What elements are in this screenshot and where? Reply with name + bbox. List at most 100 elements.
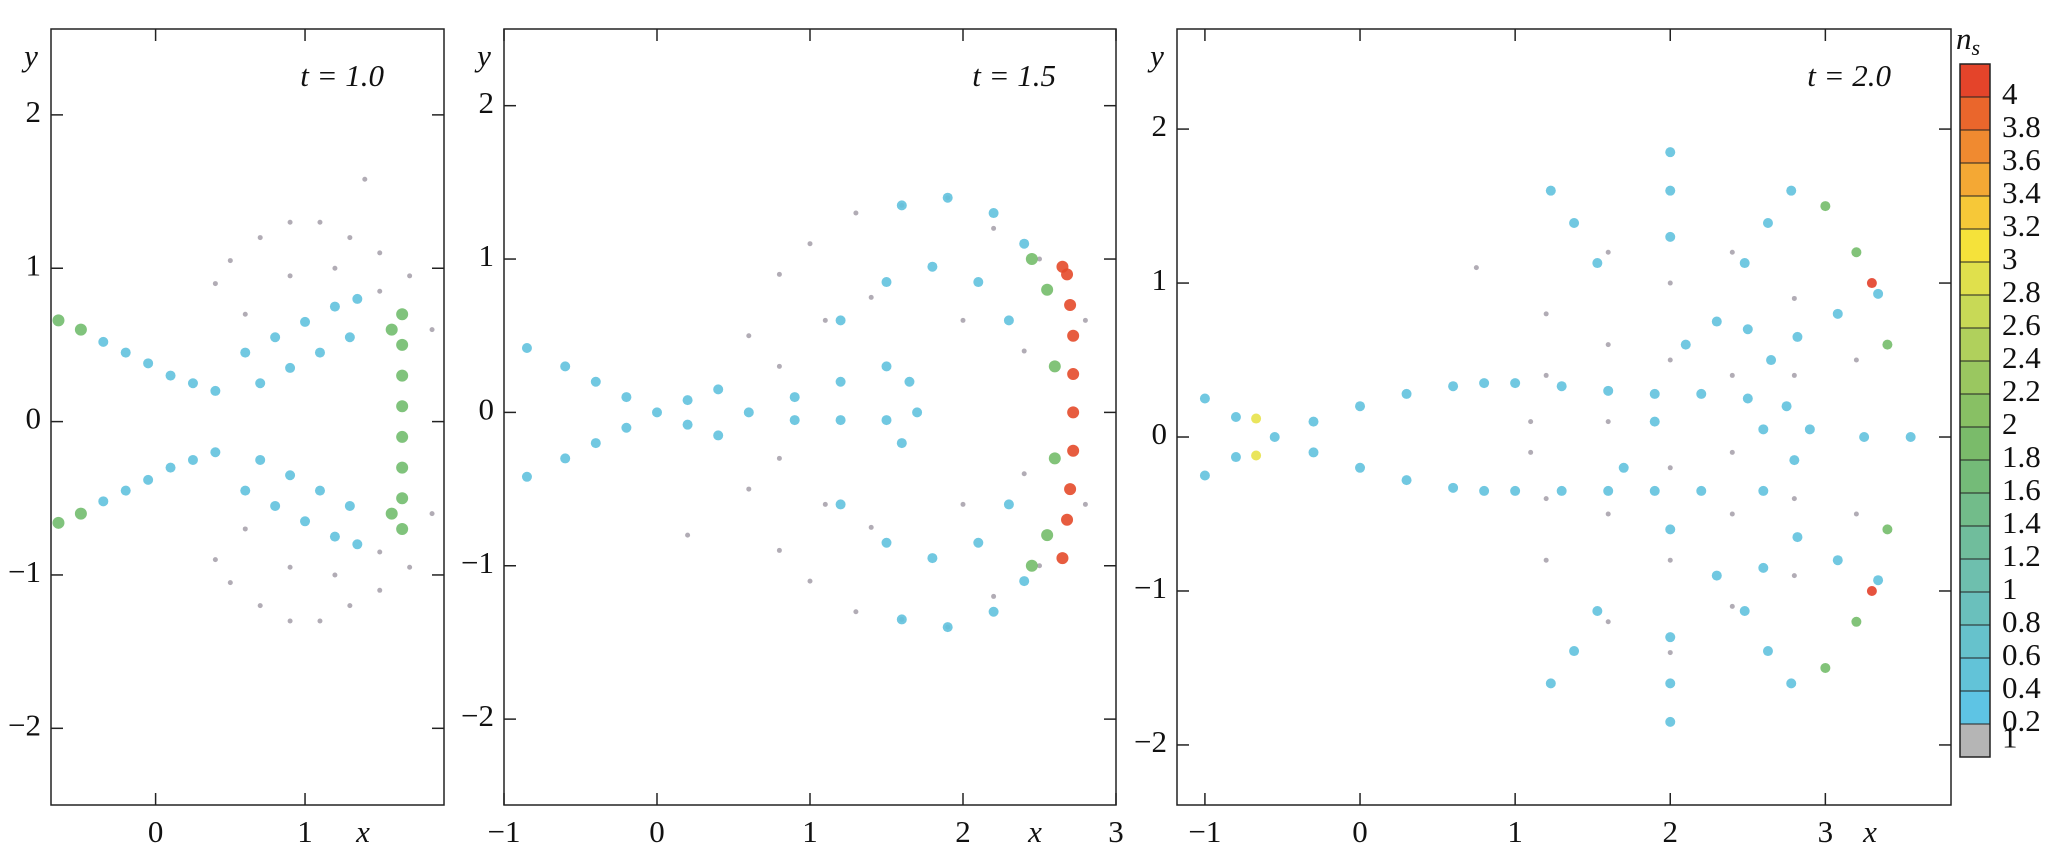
point	[52, 516, 65, 529]
point	[835, 499, 846, 510]
point	[1199, 470, 1210, 481]
point	[1019, 238, 1030, 249]
point	[212, 557, 218, 563]
point	[1729, 449, 1735, 455]
point	[621, 422, 632, 433]
point	[1025, 559, 1038, 572]
point	[329, 301, 340, 312]
point	[743, 407, 754, 418]
point	[1853, 511, 1859, 517]
colorbar-swatch	[1959, 294, 1991, 329]
x-tick-label: 1	[1507, 814, 1523, 849]
point	[1667, 650, 1673, 656]
point	[1866, 585, 1877, 596]
colorbar-swatch	[1959, 393, 1991, 428]
point	[1067, 406, 1080, 419]
point	[960, 317, 966, 323]
point	[1251, 413, 1262, 424]
point	[1680, 339, 1691, 350]
point	[881, 537, 892, 548]
point	[1605, 619, 1611, 625]
point	[685, 532, 691, 538]
point	[881, 415, 892, 426]
point	[1061, 513, 1074, 526]
x-tick-label: 3	[1108, 814, 1124, 849]
point	[1882, 339, 1893, 350]
point	[776, 363, 782, 369]
point	[1199, 393, 1210, 404]
y-tick-label: −2	[461, 698, 494, 733]
point	[317, 219, 323, 225]
point	[314, 347, 325, 358]
point	[1665, 231, 1676, 242]
point	[1729, 511, 1735, 517]
point	[835, 415, 846, 426]
y-axis-label: y	[1147, 38, 1164, 73]
point	[1786, 185, 1797, 196]
point	[1649, 388, 1660, 399]
y-tick-label: 2	[26, 94, 42, 129]
point	[896, 438, 907, 449]
colorbar-swatch	[1959, 195, 1991, 230]
point	[285, 362, 296, 373]
point	[713, 384, 724, 395]
point	[1401, 388, 1412, 399]
point	[1308, 416, 1319, 427]
y-tick-label: 0	[479, 392, 495, 427]
colorbar-frame	[1959, 63, 1991, 758]
point	[407, 564, 413, 570]
point	[1789, 455, 1800, 466]
colorbar-swatch	[1959, 525, 1991, 560]
point	[210, 447, 221, 458]
point	[927, 261, 938, 272]
point	[1556, 381, 1567, 392]
point	[1545, 678, 1556, 689]
point	[143, 474, 154, 485]
point	[822, 317, 828, 323]
point	[1473, 265, 1479, 271]
point	[1041, 283, 1054, 296]
point	[385, 323, 398, 336]
point	[377, 250, 383, 256]
point	[1711, 316, 1722, 327]
point	[187, 454, 198, 465]
point	[822, 501, 828, 507]
colorbar-label: 3.2	[2002, 208, 2041, 243]
point	[396, 308, 409, 321]
colorbar-label: 1.6	[2002, 472, 2041, 507]
y-tick-label: 1	[1152, 262, 1168, 297]
colorbar-label: 3	[2002, 241, 2018, 276]
point	[1556, 485, 1567, 496]
colorbar-swatch	[1959, 459, 1991, 494]
time-annotation: t = 1.5	[972, 58, 1056, 93]
x-tick-label: −1	[488, 814, 521, 849]
point	[1820, 201, 1831, 212]
point	[1067, 444, 1080, 457]
point	[1696, 388, 1707, 399]
plot-frame	[50, 28, 445, 806]
point	[1605, 511, 1611, 517]
point	[942, 622, 953, 633]
point	[1605, 249, 1611, 255]
point	[1667, 557, 1673, 563]
point	[1859, 432, 1870, 443]
point	[396, 522, 409, 535]
point	[1665, 716, 1676, 727]
point	[835, 376, 846, 387]
point	[1401, 475, 1412, 486]
y-tick-label: 2	[1152, 108, 1168, 143]
point	[347, 603, 353, 609]
point	[1711, 570, 1722, 581]
point	[807, 241, 813, 247]
point	[285, 470, 296, 481]
point	[521, 342, 532, 353]
point	[1355, 401, 1366, 412]
point	[1832, 555, 1843, 566]
point	[1082, 317, 1088, 323]
point	[881, 277, 892, 288]
point	[255, 378, 266, 389]
point	[287, 219, 293, 225]
point	[1543, 557, 1549, 563]
point	[362, 176, 368, 182]
